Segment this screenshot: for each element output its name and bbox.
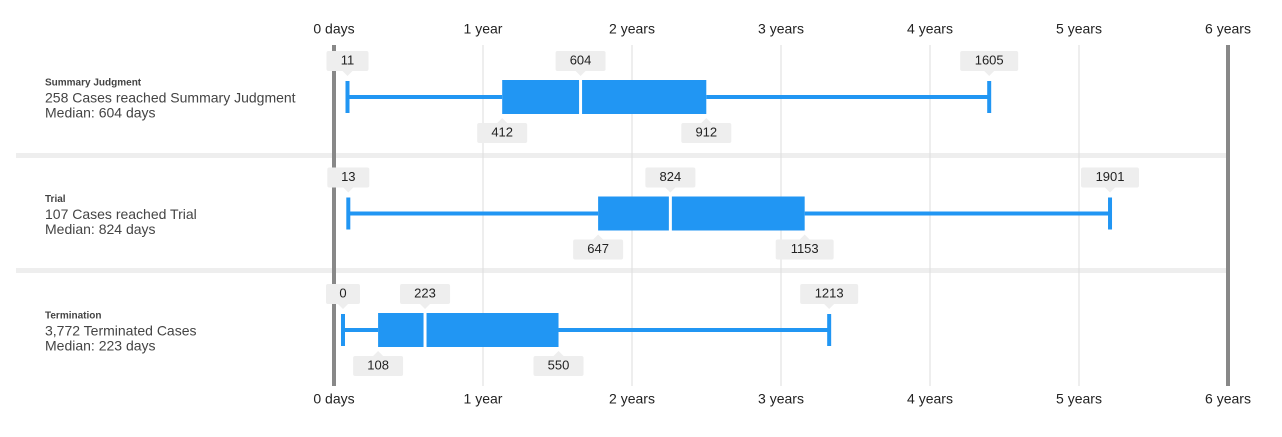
x-tick-label: 3 years: [758, 391, 804, 407]
box: [378, 313, 559, 347]
x-tick-label: 2 years: [609, 391, 655, 407]
median-description: Median: 604 days: [45, 105, 156, 121]
value-label: 1605: [975, 52, 1004, 67]
value-label: 1153: [791, 241, 819, 256]
value-label: 13: [341, 169, 355, 184]
value-label-pointer: [373, 351, 384, 356]
value-label: 11: [341, 52, 355, 67]
x-tick-label: 1 year: [464, 21, 503, 37]
value-label-pointer: [593, 234, 604, 240]
x-tick-label: 5 years: [1056, 391, 1102, 407]
value-label-box: [681, 123, 732, 143]
x-tick-label: 3 years: [758, 21, 804, 37]
value-label-box: [1081, 167, 1140, 188]
value-label: 1213: [815, 285, 844, 300]
value-label-pointer: [497, 118, 508, 123]
category-label: Trial: [45, 194, 66, 205]
value-label-pointer: [343, 187, 354, 193]
x-tick-label: 1 year: [464, 391, 503, 407]
median-description: Median: 824 days: [45, 221, 156, 237]
value-label: 647: [587, 241, 609, 256]
x-tick-label: 2 years: [609, 21, 655, 37]
x-tick-label: 6 years: [1205, 391, 1251, 407]
value-label-box: [800, 284, 859, 304]
category-description: 3,772 Terminated Cases: [45, 323, 197, 339]
category-description: 107 Cases reached Trial: [45, 206, 197, 222]
value-label-box: [573, 239, 624, 260]
value-label-box: [400, 284, 451, 304]
row-separator: [16, 268, 1230, 273]
value-label: 824: [660, 169, 682, 184]
x-tick-label: 0 days: [313, 21, 354, 37]
value-label-pointer: [575, 71, 586, 76]
value-label-box: [326, 284, 360, 304]
value-label-pointer: [338, 304, 348, 309]
value-label: 223: [414, 285, 436, 300]
value-label-box: [960, 51, 1019, 71]
value-label-pointer: [701, 118, 712, 123]
value-label-pointer: [553, 351, 564, 356]
row-separator: [16, 153, 1230, 158]
value-label-box: [353, 356, 404, 376]
value-label-pointer: [342, 71, 353, 76]
value-label-box: [775, 239, 834, 260]
value-label: 108: [367, 357, 389, 372]
x-tick-label: 4 years: [907, 21, 953, 37]
value-label-box: [477, 123, 528, 143]
median-description: Median: 223 days: [45, 338, 156, 354]
x-tick-label: 0 days: [313, 391, 354, 407]
value-label-pointer: [799, 234, 810, 240]
box: [502, 80, 707, 114]
value-label-pointer: [824, 304, 835, 309]
value-label-box: [326, 51, 369, 71]
category-label: Termination: [45, 311, 101, 322]
value-label: 604: [570, 52, 592, 67]
x-tick-label: 4 years: [907, 391, 953, 407]
value-label: 412: [491, 124, 513, 139]
value-label-pointer: [984, 71, 995, 76]
value-label-pointer: [665, 187, 676, 193]
x-tick-label: 6 years: [1205, 21, 1251, 37]
value-label-box: [645, 167, 696, 188]
value-label-box: [327, 167, 370, 188]
category-label: Summary Judgment: [45, 78, 142, 89]
value-label: 1901: [1096, 169, 1125, 184]
x-tick-label: 5 years: [1056, 21, 1102, 37]
value-label-box: [555, 51, 606, 71]
value-label-box: [533, 356, 584, 376]
value-label: 550: [548, 357, 570, 372]
value-label: 912: [695, 124, 717, 139]
category-description: 258 Cases reached Summary Judgment: [45, 90, 296, 106]
value-label-pointer: [1105, 187, 1116, 193]
value-label: 0: [339, 285, 346, 300]
value-label-pointer: [420, 304, 431, 309]
box: [598, 196, 805, 231]
